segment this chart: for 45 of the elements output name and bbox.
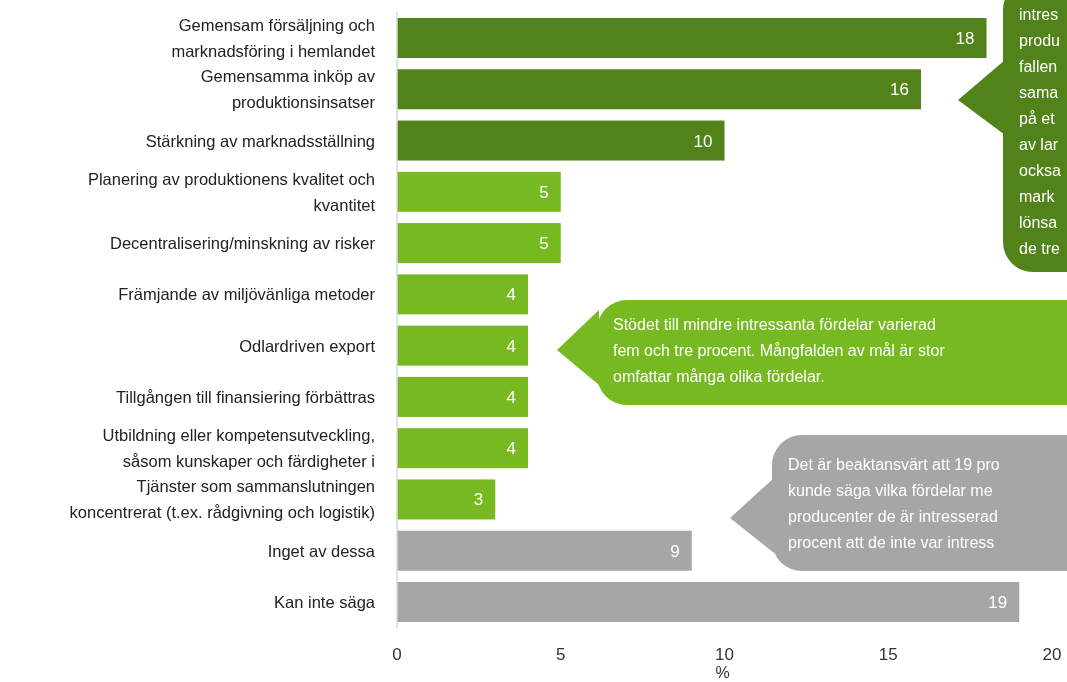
y-tick-label: Kan inte säga [274,593,376,611]
bar [397,274,528,315]
bar [397,530,692,571]
data-label: 4 [506,336,516,356]
y-tick-label: Inget av dessa [267,541,376,560]
bar [397,171,561,212]
data-label: 19 [988,593,1008,612]
x-tick-label: 0 [392,645,402,664]
bar [397,325,528,366]
bar [397,582,1020,622]
y-tick-label: Tjänster som sammanslutningen koncentrerat (t.ex. rådgivning och logistik) [69,477,375,522]
y-tick-label: Decentralisering/minskning av risker [109,234,376,253]
bar [397,69,921,110]
x-tick-label: 15 [878,645,898,664]
data-label: 5 [539,234,549,254]
text: intres produ fallen sama på et av lar ocksa mark lönsa de tre [1019,6,1061,257]
bar [397,376,528,417]
bar [397,120,725,161]
data-label: 4 [506,285,516,305]
data-label: 9 [670,541,680,561]
annotation: Stödet till mindre intressanta fördelar varierad fem och tre procent. Mångfalden av mål är stor omfattar många olika fördelar. [613,316,946,385]
bar [397,428,528,469]
x-tick-label: 20 [1042,645,1062,664]
y-tick-label: Utbildning eller kompetensutveckling, såsom kunskaper och färdigheter i [102,426,375,471]
y-tick-label: Gemensamma inköp av produktionsinsatser [200,67,376,112]
data-label: 16 [890,80,909,100]
x-tick-label: 5 [556,645,566,664]
y-tick-label: Tillgången till finansiering förbättras [116,387,375,406]
bar [397,479,496,520]
data-label: 3 [473,490,484,510]
annotation: Det är beaktansvärt att 19 pro kunde säga vilka fördelar me producenter de är intresserad procent att de inte var intress [788,456,1000,551]
data-label: 5 [539,182,549,202]
x-tick-label: 10 [715,645,734,664]
data-label: 10 [693,131,713,151]
y-tick-label: Gemensam försäljning och marknadsföring i hemlandet [171,16,376,60]
y-tick-label: Stärkning av marknadsställning [145,131,375,150]
x-axis-title: % [715,664,730,681]
data-label: 4 [506,439,516,459]
y-tick-label: Främjande av miljövänliga metoder [118,285,376,304]
bar [397,18,987,58]
y-tick-label: Odlardriven export [239,336,376,355]
data-label: 18 [955,29,975,48]
y-tick-label: Planering av produktionens kvalitet och kvantitet [87,169,376,214]
bar [397,223,561,264]
data-label: 4 [506,387,516,407]
